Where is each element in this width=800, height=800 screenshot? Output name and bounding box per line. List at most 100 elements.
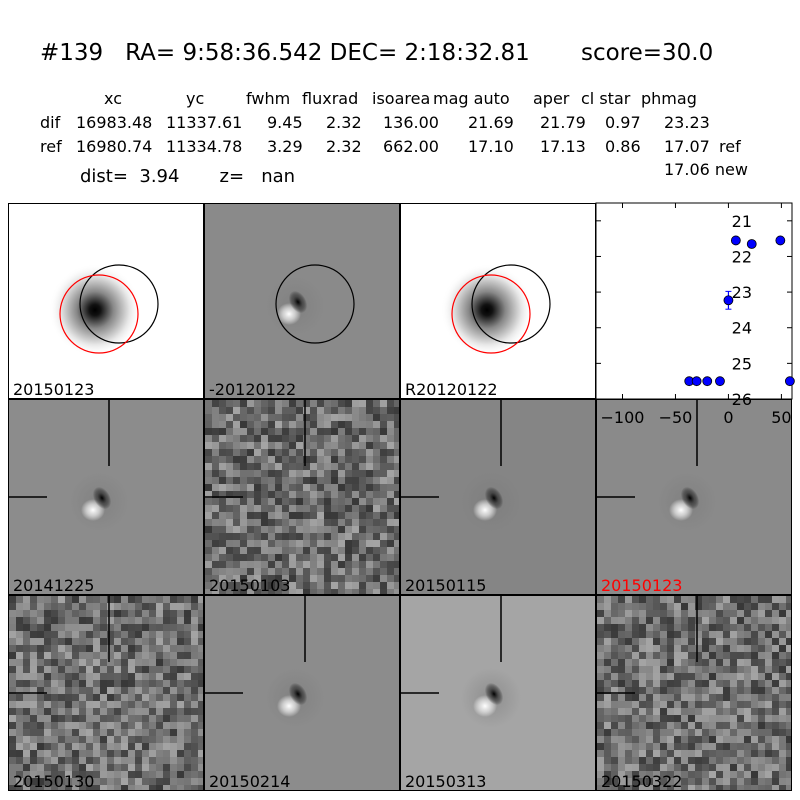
panel-date-label: -20120122 (209, 380, 297, 399)
panel-date-label: 20150214 (209, 772, 291, 791)
negative-lobe (288, 682, 308, 706)
cutout-panel: 20150103 (204, 399, 400, 595)
table-cell: 16983.48 (76, 113, 153, 132)
cutout-image (597, 400, 717, 532)
table-cell: 11337.61 (166, 113, 243, 132)
row-label: dif (40, 113, 61, 132)
negative-lobe (680, 486, 700, 510)
star-blob (49, 264, 141, 356)
table-cell: 16980.74 (76, 137, 153, 156)
new-magnitude: 17.06 new (664, 160, 748, 179)
panel-date-label: 20150130 (13, 772, 95, 791)
data-point (775, 235, 786, 246)
cutout-grid: 20150123 -20120122 R20120122 20141225 201501… (8, 203, 792, 791)
column-header: mag auto (433, 89, 510, 108)
panel-date-label: 20150123 (601, 576, 683, 595)
panel-date-label: 20150115 (405, 576, 487, 595)
data-point (702, 376, 713, 387)
panel-date-label: 20150103 (209, 576, 291, 595)
data-point (723, 295, 734, 306)
y-tick-label: 24 (732, 319, 752, 338)
panel-date-label: 20150313 (405, 772, 487, 791)
negative-lobe (484, 486, 504, 510)
column-header: cl star (581, 89, 631, 108)
panel-date-label: 20150322 (601, 772, 683, 791)
black-aperture-circle (275, 264, 355, 344)
noise-texture (597, 596, 791, 790)
y-tick-label: 25 (732, 354, 752, 373)
cutout-panel: 20150123 (8, 203, 204, 399)
black-aperture-circle (471, 264, 551, 344)
column-header: phmag (641, 89, 697, 108)
x-tick-label: 0 (723, 408, 733, 427)
cutout-panel: 20141225 (8, 399, 204, 595)
cutout-image (401, 400, 521, 532)
row-label: ref (40, 137, 62, 156)
data-point (746, 239, 757, 249)
cutout-image (205, 596, 325, 728)
data-point (691, 376, 702, 387)
panel-date-label: R20120122 (405, 380, 498, 399)
noise-texture (205, 400, 399, 594)
table-cell: 17.07 (664, 137, 710, 156)
red-aperture-circle (59, 274, 139, 354)
y-tick-label: 22 (732, 247, 752, 266)
negative-lobe (288, 290, 308, 314)
cutout-image (9, 400, 129, 532)
data-point (715, 376, 725, 387)
y-tick-label: 23 (732, 283, 752, 302)
table-cell: 2.32 (326, 137, 362, 156)
black-aperture-circle (79, 264, 159, 344)
x-tick-label: −50 (659, 408, 693, 427)
cutout-panel: R20120122 (400, 203, 596, 399)
cutout-panel: 20150123 (596, 399, 792, 595)
table-cell: 662.00 (383, 137, 439, 156)
cutout-image (265, 264, 355, 344)
cutout-image (205, 400, 399, 594)
plot-frame (595, 202, 793, 400)
cutout-panel: 20150214 (204, 595, 400, 791)
column-header: isoarea (372, 89, 431, 108)
cutout-image (597, 596, 791, 790)
candidate-title: #139 RA= 9:58:36.542 DEC= 2:18:32.81 sco… (40, 40, 714, 66)
cutout-image (49, 264, 159, 356)
table-cell: 23.23 (664, 113, 710, 132)
column-header: yc (186, 89, 205, 108)
table-cell: 21.79 (540, 113, 586, 132)
table-cell: 9.45 (267, 113, 303, 132)
panel-date-label: 20150123 (13, 380, 95, 399)
noise-texture (9, 596, 203, 790)
data-point (784, 376, 795, 387)
table-cell: 136.00 (383, 113, 439, 132)
x-tick-label: −100 (601, 408, 645, 427)
negative-lobe (92, 486, 112, 510)
light-curve-svg: 21 22 23 24 25 26 −100 −50 0 50 (595, 202, 795, 427)
table-cell: 0.86 (605, 137, 641, 156)
cutout-panel: 20150115 (400, 399, 596, 595)
table-cell: 21.69 (468, 113, 514, 132)
table-cell: 17.10 (468, 137, 514, 156)
cutout-panel: 20150322 (596, 595, 792, 791)
row-suffix: ref (719, 137, 741, 156)
cutout-panel: 20150130 (8, 595, 204, 791)
panel-date-label: 20141225 (13, 576, 95, 595)
data-point (730, 235, 741, 246)
cutout-image (9, 596, 203, 790)
column-header: fwhm (246, 89, 291, 108)
table-cell: 3.29 (267, 137, 303, 156)
y-tick-label: 21 (732, 212, 752, 231)
column-header: aper (533, 89, 570, 108)
distance-redshift-line: dist= 3.94 z= nan (80, 166, 296, 187)
x-tick-label: 50 (771, 408, 791, 427)
y-tick-label: 26 (732, 390, 752, 409)
table-cell: 17.13 (540, 137, 586, 156)
cutout-panel: 20150313 (400, 595, 596, 791)
table-cell: 2.32 (326, 113, 362, 132)
star-blob (441, 264, 533, 356)
column-header: fluxrad (302, 89, 359, 108)
negative-lobe (484, 682, 504, 706)
red-aperture-circle (451, 274, 531, 354)
cutout-panel: -20120122 (204, 203, 400, 399)
table-cell: 0.97 (605, 113, 641, 132)
cutout-image (441, 264, 551, 356)
